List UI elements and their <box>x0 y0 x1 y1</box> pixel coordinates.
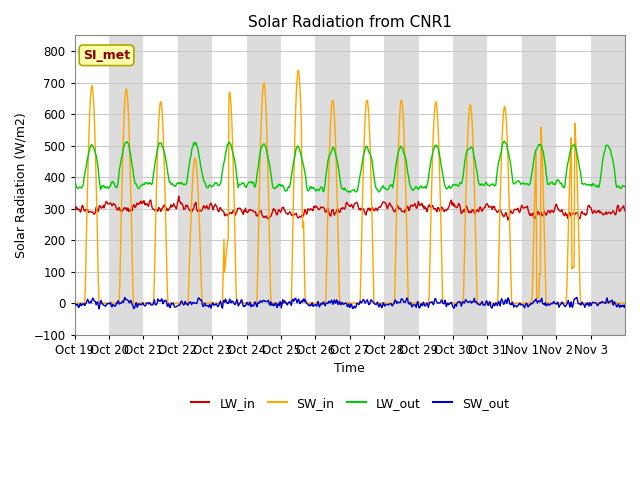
SW_in <box>237 300 244 306</box>
SW_in <box>407 300 415 306</box>
LW_out <box>264 152 271 158</box>
LW_out <box>346 190 354 195</box>
X-axis label: Time: Time <box>335 362 365 375</box>
Bar <box>316 36 350 335</box>
LW_in <box>237 207 245 213</box>
SW_in <box>438 269 446 275</box>
Legend: LW_in, SW_in, LW_out, SW_out: LW_in, SW_in, LW_out, SW_out <box>186 392 514 415</box>
LW_in <box>71 204 79 209</box>
LW_out <box>500 138 508 144</box>
Bar <box>109 36 143 335</box>
LW_in <box>407 202 415 208</box>
SW_out <box>573 295 580 300</box>
Bar <box>453 36 488 335</box>
LW_in <box>285 209 293 215</box>
SW_in <box>285 300 292 306</box>
SW_out <box>264 297 272 303</box>
SW_out <box>237 297 245 303</box>
LW_in <box>504 217 512 223</box>
Y-axis label: Solar Radiation (W/m2): Solar Radiation (W/m2) <box>15 112 28 258</box>
Line: LW_out: LW_out <box>75 141 625 192</box>
SW_in <box>264 159 271 165</box>
SW_in <box>621 300 629 306</box>
Line: SW_in: SW_in <box>75 71 625 303</box>
Title: Solar Radiation from CNR1: Solar Radiation from CNR1 <box>248 15 452 30</box>
Line: SW_out: SW_out <box>75 298 625 309</box>
SW_in <box>136 300 143 306</box>
LW_in <box>264 216 272 222</box>
Bar <box>591 36 625 335</box>
LW_out <box>136 185 143 191</box>
SW_out <box>621 302 629 308</box>
SW_out <box>438 298 446 303</box>
SW_in <box>71 300 79 306</box>
LW_out <box>285 184 292 190</box>
LW_in <box>175 193 182 199</box>
Bar <box>246 36 281 335</box>
LW_out <box>71 180 79 186</box>
SW_out <box>407 302 415 308</box>
Bar <box>522 36 556 335</box>
LW_out <box>407 185 415 191</box>
Bar <box>178 36 212 335</box>
Text: SI_met: SI_met <box>83 49 130 62</box>
SW_out <box>136 301 144 307</box>
LW_out <box>621 184 629 190</box>
SW_in <box>294 68 302 73</box>
SW_out <box>95 306 103 312</box>
SW_out <box>285 299 293 305</box>
Bar <box>384 36 419 335</box>
LW_out <box>237 182 244 188</box>
SW_out <box>71 301 79 307</box>
LW_in <box>136 200 143 206</box>
Line: LW_in: LW_in <box>75 196 625 220</box>
LW_out <box>438 167 446 173</box>
LW_in <box>621 208 629 214</box>
LW_in <box>438 204 446 210</box>
